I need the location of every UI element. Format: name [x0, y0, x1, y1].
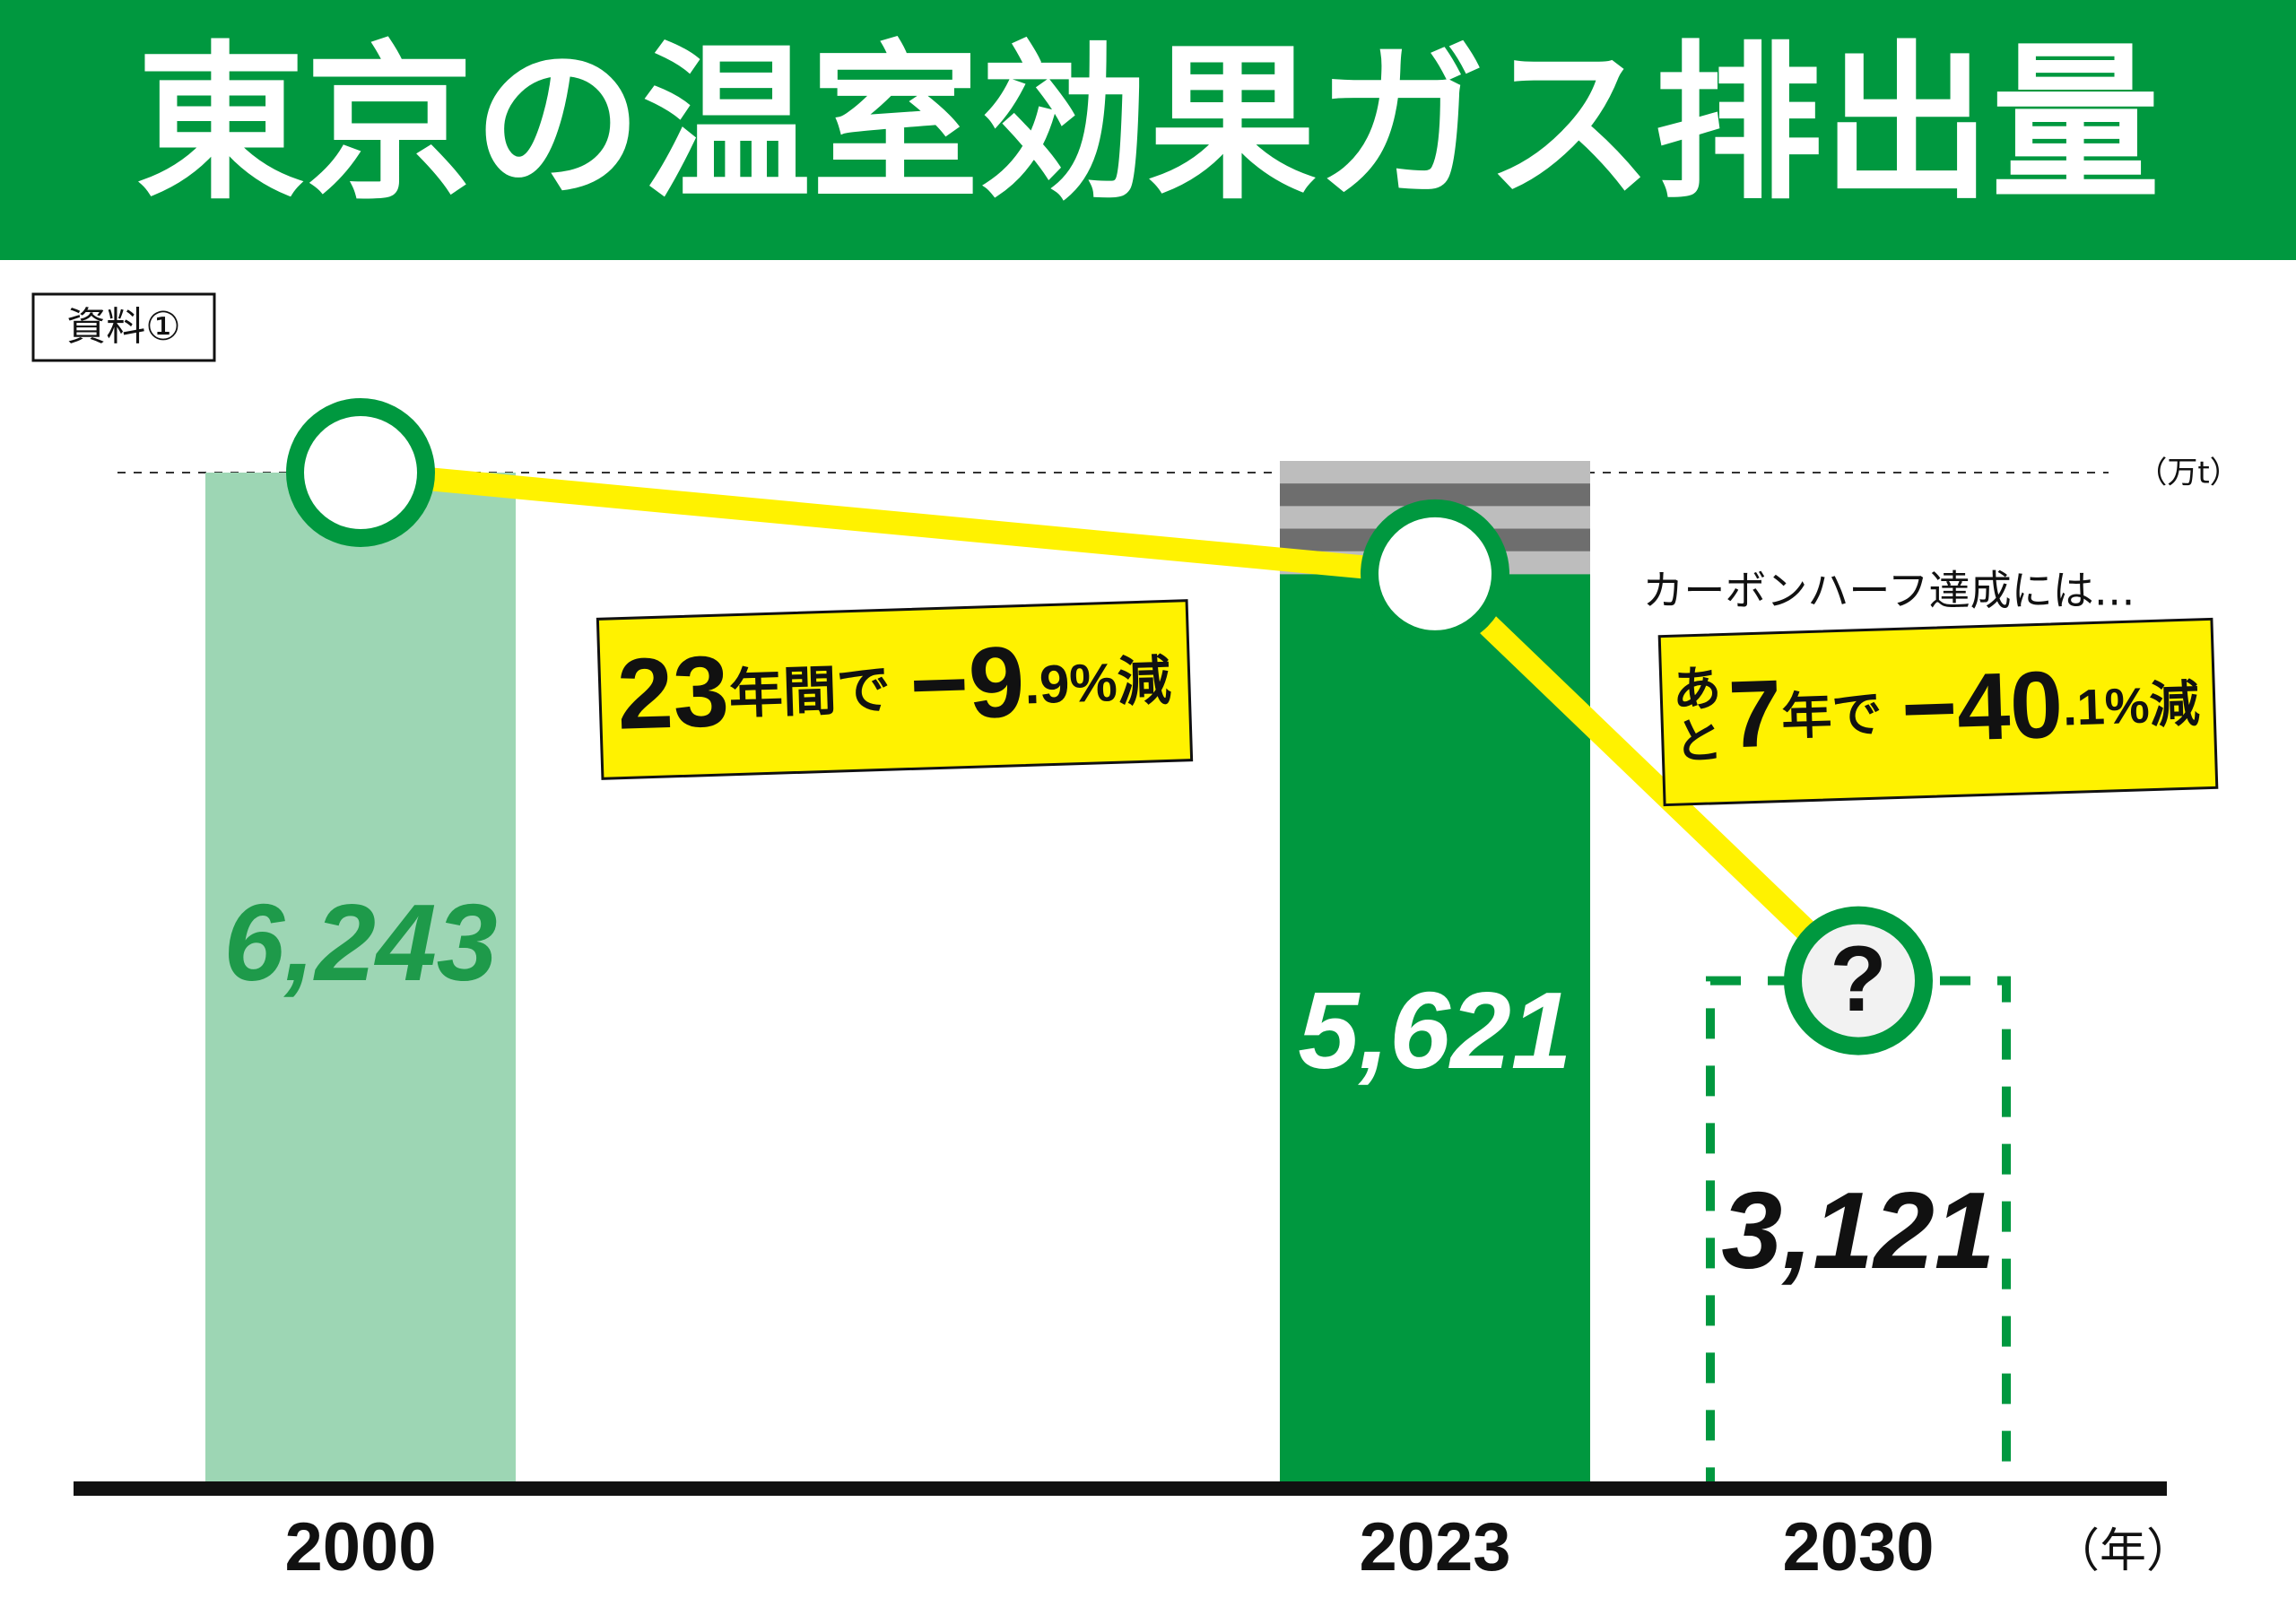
value-label: 5,621 — [1298, 969, 1571, 1091]
note: カーボンハーフ達成には… — [1642, 567, 2135, 615]
callout-text: 23年間で −9.9%減 — [615, 621, 1172, 750]
callout-part: 減 — [2149, 675, 2201, 734]
callout: 23年間で −9.9%減 — [596, 599, 1194, 780]
bar — [1280, 573, 1590, 1489]
x-axis — [74, 1481, 2167, 1496]
callout-box — [1657, 617, 2219, 807]
callout-part: 年で — [1780, 685, 1883, 744]
x-tick-label: 2030 — [1782, 1509, 1934, 1585]
value-label: 6,243 — [223, 881, 497, 1003]
callout-part: .1 — [2062, 678, 2106, 735]
callout-part: −40 — [1900, 652, 2064, 763]
unit-label: （万t） — [2136, 456, 2239, 491]
bar — [205, 473, 516, 1489]
callout-part: .9 — [1023, 654, 1070, 716]
reduction-stripe — [1280, 461, 1590, 484]
marker — [286, 398, 435, 547]
callout-prefix: あ — [1672, 660, 1722, 718]
callout-part: 減 — [1117, 650, 1172, 712]
marker — [1361, 499, 1509, 648]
x-tick-label: 2000 — [284, 1509, 436, 1585]
source-label: 資料① — [66, 304, 180, 350]
callout-text: 7年で −40.1%減 — [1727, 647, 2202, 768]
projected-marker: ? — [1830, 927, 1887, 1031]
callout-box — [596, 599, 1194, 780]
callout-part: % — [1068, 652, 1118, 714]
value-label: 3,121 — [1721, 1169, 1995, 1291]
chart-title: 東京の温室効果ガス排出量 — [136, 26, 2160, 222]
callout-part: −9 — [909, 625, 1027, 741]
x-unit-label: （年） — [2053, 1524, 2193, 1578]
callout-part: % — [2104, 676, 2151, 734]
marker — [1784, 906, 1933, 1055]
x-tick-label: 2023 — [1359, 1509, 1510, 1585]
callout: あと 7年で −40.1%減 — [1657, 617, 2219, 807]
callout-part: 7 — [1727, 661, 1784, 769]
source-box — [31, 292, 216, 362]
callout-part: 年間で — [728, 659, 891, 725]
callout-part: 23 — [615, 634, 730, 750]
callout-prefix: と — [1674, 712, 1724, 770]
header-band — [0, 0, 2296, 260]
